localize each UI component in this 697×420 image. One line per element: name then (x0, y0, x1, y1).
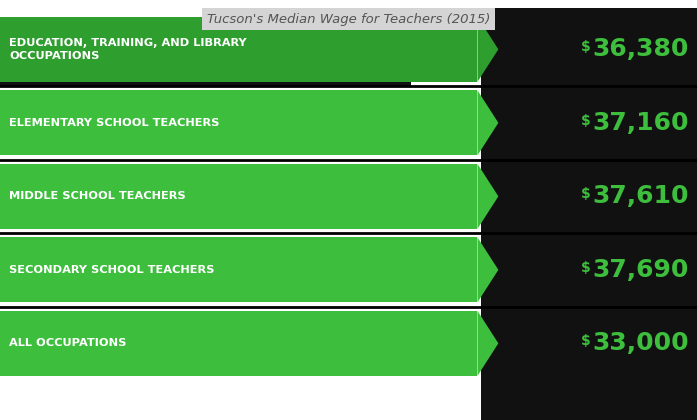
Text: 37,610: 37,610 (592, 184, 689, 208)
Text: SECONDARY SCHOOL TEACHERS: SECONDARY SCHOOL TEACHERS (9, 265, 215, 275)
Text: $: $ (581, 261, 591, 275)
Polygon shape (477, 17, 498, 82)
Bar (0, 164, 477, 229)
Text: 33,000: 33,000 (592, 331, 689, 355)
Bar (481, 8, 697, 420)
Bar (0, 311, 477, 376)
Text: $: $ (581, 40, 591, 54)
Text: $: $ (581, 187, 591, 201)
Text: 36,380: 36,380 (592, 37, 689, 61)
Bar (0, 90, 477, 155)
Text: Tucson's Median Wage for Teachers (2015): Tucson's Median Wage for Teachers (2015) (207, 13, 490, 26)
Bar (0, 82, 411, 87)
Bar (0, 17, 477, 82)
Text: MIDDLE SCHOOL TEACHERS: MIDDLE SCHOOL TEACHERS (9, 192, 185, 201)
Polygon shape (477, 90, 498, 155)
Text: 37,690: 37,690 (592, 258, 689, 282)
Polygon shape (477, 164, 498, 229)
Text: ALL OCCUPATIONS: ALL OCCUPATIONS (9, 339, 126, 348)
Text: 37,160: 37,160 (592, 111, 689, 135)
Polygon shape (477, 237, 498, 302)
Text: $: $ (581, 114, 591, 128)
Text: ELEMENTARY SCHOOL TEACHERS: ELEMENTARY SCHOOL TEACHERS (9, 118, 220, 128)
Text: EDUCATION, TRAINING, AND LIBRARY
OCCUPATIONS: EDUCATION, TRAINING, AND LIBRARY OCCUPAT… (9, 38, 247, 60)
Text: $: $ (581, 334, 591, 348)
Bar (0, 237, 477, 302)
Polygon shape (477, 311, 498, 376)
